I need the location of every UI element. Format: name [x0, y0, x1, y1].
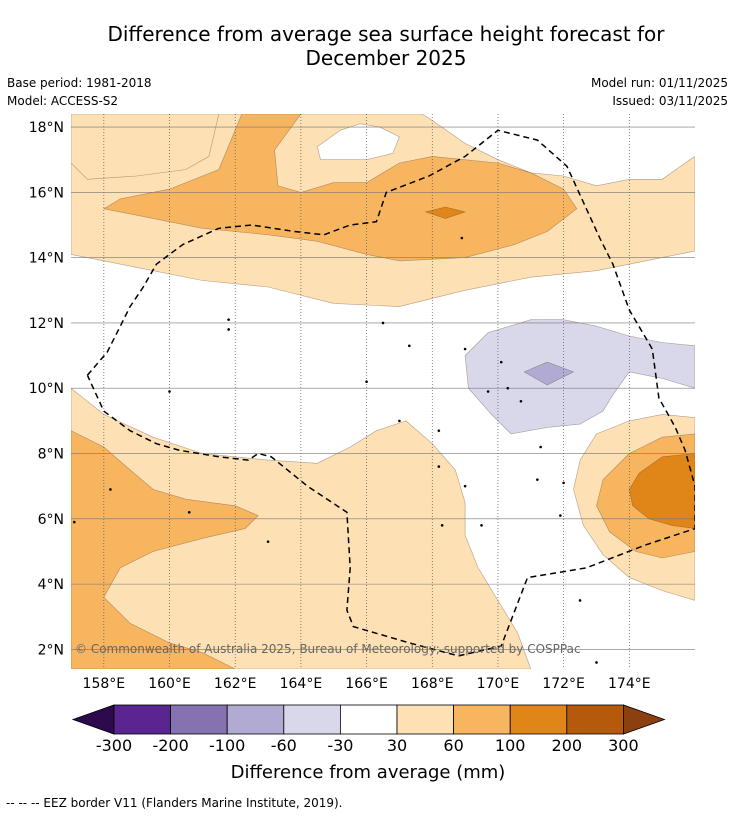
- colorbar-bin: [566, 704, 624, 735]
- island-marker: [437, 465, 441, 468]
- chart-title: Difference from average sea surface heig…: [0, 22, 736, 70]
- island-marker: [227, 318, 230, 321]
- colorbar-bin: [509, 704, 568, 735]
- island-marker: [578, 599, 582, 602]
- colorbar-tick-label: 300: [608, 736, 639, 755]
- colorbar-bin: [396, 704, 454, 735]
- colorbar-bin: [170, 704, 228, 735]
- colorbar-over-arrow: [623, 704, 666, 735]
- island-outlines: [72, 236, 598, 664]
- x-tick-label: 170°E: [477, 676, 520, 692]
- title-line-1: Difference from average sea surface heig…: [107, 22, 665, 46]
- x-tick-label: 164°E: [280, 676, 323, 692]
- island-marker: [365, 380, 368, 384]
- region-west-60-100: [71, 430, 259, 669]
- island-marker: [460, 236, 464, 240]
- y-tick-label: 18°N: [29, 120, 64, 136]
- eez-border-layer: [86, 129, 695, 657]
- colorbar-label: Difference from average (mm): [231, 762, 506, 783]
- island-marker: [437, 429, 441, 432]
- region-north-hole: [316, 123, 400, 160]
- title-line-2: December 2025: [305, 46, 467, 70]
- y-tick-label: 2°N: [38, 642, 64, 658]
- region-central-neg-30-60: [464, 319, 695, 435]
- colorbar-tick-label: 100: [495, 736, 526, 755]
- colorbar-tick-label: 200: [552, 736, 583, 755]
- colorbar-tick-label: -30: [327, 736, 353, 755]
- y-tick-labels: 2°N 4°N 6°N 8°N 10°N 12°N 14°N 16°N 18°N: [29, 120, 64, 658]
- island-marker: [72, 520, 76, 524]
- y-tick-label: 16°N: [29, 185, 64, 201]
- colorbar-bin: [283, 704, 341, 735]
- colorbar-tick-label: -300: [96, 736, 132, 755]
- y-tick-label: 10°N: [29, 381, 64, 397]
- island-marker: [266, 540, 270, 543]
- colorbar-tick-label: -200: [152, 736, 188, 755]
- island-marker: [595, 661, 598, 664]
- grid-lines: [71, 114, 695, 669]
- meta-right: Model run: 01/11/2025 Issued: 03/11/2025: [591, 74, 728, 110]
- colorbar-bin: [453, 704, 511, 735]
- copyright-text: © Commonwealth of Australia 2025, Bureau…: [75, 642, 581, 656]
- model-label: Model: ACCESS-S2: [7, 94, 119, 108]
- issued-label: Issued: 03/11/2025: [612, 94, 728, 108]
- island-marker: [381, 321, 385, 325]
- island-marker: [519, 399, 523, 403]
- x-tick-label: 158°E: [83, 676, 126, 692]
- colorbar-bin: [226, 704, 285, 735]
- y-tick-label: 12°N: [29, 316, 64, 332]
- map-chart: © Commonwealth of Australia 2025, Bureau…: [29, 114, 695, 783]
- y-tick-label: 4°N: [38, 577, 64, 593]
- y-tick-label: 8°N: [38, 447, 64, 463]
- x-tick-label: 172°E: [542, 676, 585, 692]
- colorbar-tick-label: 60: [443, 736, 463, 755]
- island-marker: [562, 481, 565, 485]
- base-period-label: Base period: 1981-2018: [7, 76, 152, 90]
- colorbar-tick-label: -100: [209, 736, 245, 755]
- model-run-label: Model run: 01/11/2025: [590, 76, 728, 90]
- region-east-100-200: [628, 453, 695, 529]
- meta-left: Base period: 1981-2018 Model: ACCESS-S2: [7, 74, 152, 110]
- y-tick-label: 14°N: [29, 251, 64, 267]
- region-north-60-100: [102, 114, 578, 262]
- island-marker: [407, 344, 411, 348]
- x-tick-label: 160°E: [148, 676, 191, 692]
- region-central-neg-60-100: [523, 361, 575, 386]
- y-tick-label: 6°N: [38, 512, 64, 528]
- island-marker: [506, 386, 510, 390]
- island-marker: [499, 360, 503, 364]
- colorbar-bin: [339, 704, 398, 735]
- x-tick-label: 162°E: [214, 676, 257, 692]
- x-tick-labels: 158°E 160°E 162°E 164°E 166°E 168°E 170°E 172°E…: [83, 676, 651, 692]
- island-marker: [109, 488, 112, 491]
- colorbar-tick-label: -60: [271, 736, 297, 755]
- island-marker: [398, 419, 401, 423]
- island-marker: [440, 524, 444, 527]
- region-north-spot-100-200: [424, 206, 467, 219]
- island-marker: [559, 514, 562, 517]
- footer-note: -- -- -- EEZ border V11 (Flanders Marine…: [6, 796, 343, 810]
- island-marker: [539, 445, 542, 449]
- island-marker: [463, 484, 467, 488]
- island-marker: [480, 524, 483, 527]
- eez-border: [86, 129, 695, 657]
- colorbar-bin: [113, 704, 171, 735]
- colorbar-tick-label: 30: [387, 736, 407, 755]
- colorbar: -300 -200 -100 -60 -30 30 60 100 200 300: [71, 704, 666, 755]
- x-tick-label: 168°E: [411, 676, 454, 692]
- colorbar-under-arrow: [71, 704, 115, 735]
- island-marker: [227, 328, 230, 331]
- x-tick-label: 174°E: [608, 676, 651, 692]
- island-marker: [486, 390, 490, 393]
- island-marker: [187, 510, 191, 514]
- island-marker: [168, 390, 171, 393]
- island-marker: [536, 478, 539, 481]
- island-marker: [463, 347, 467, 351]
- x-tick-label: 166°E: [345, 676, 388, 692]
